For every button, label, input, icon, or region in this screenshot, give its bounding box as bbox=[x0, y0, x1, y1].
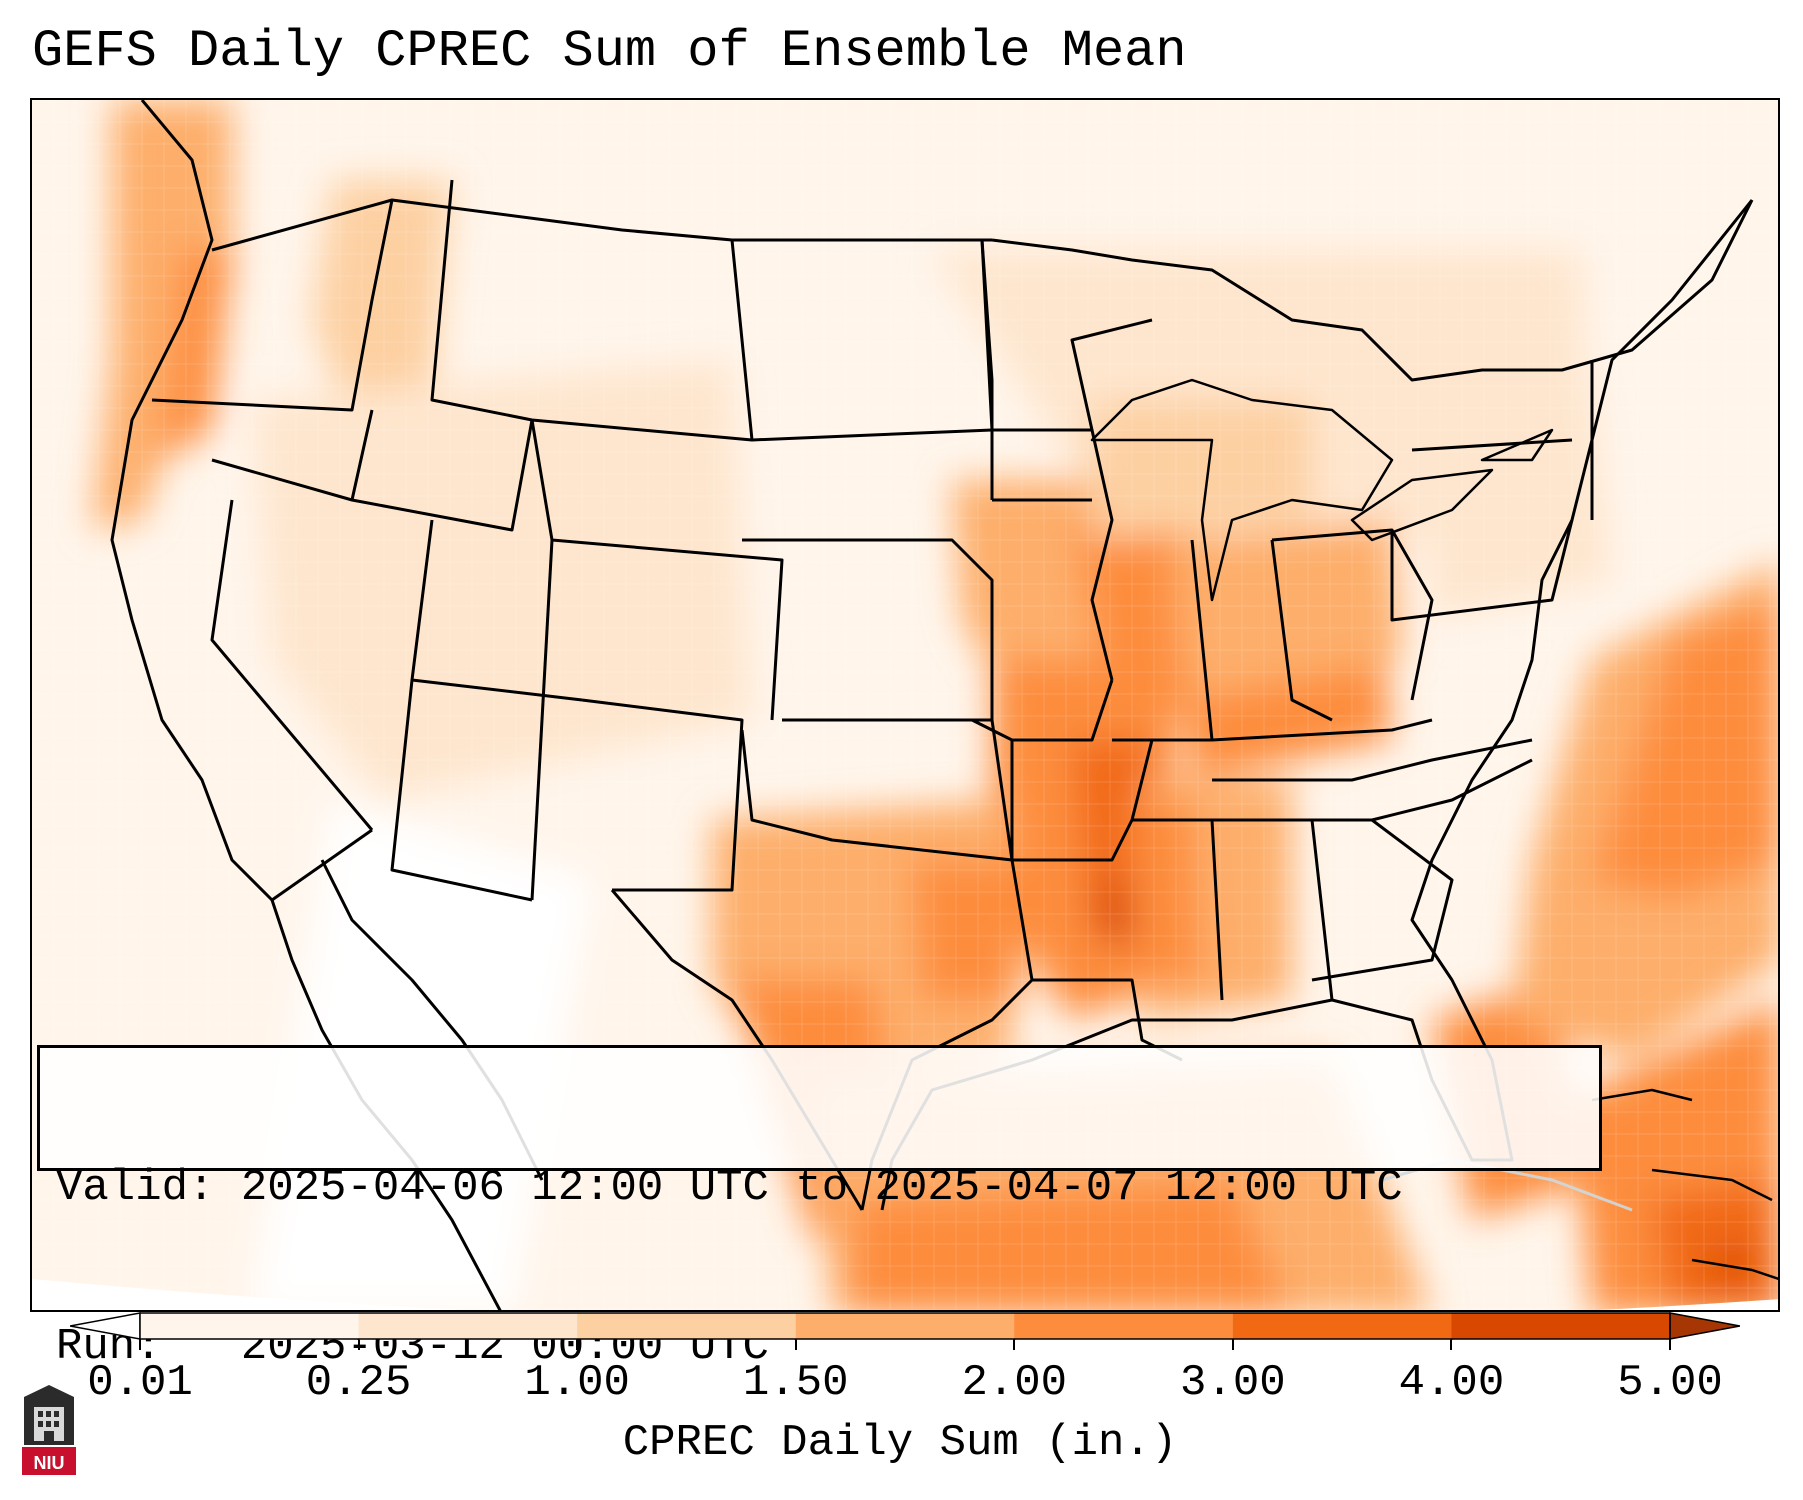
valid-run-info: Valid: 2025-04-06 12:00 UTC to 2025-04-0… bbox=[37, 1045, 1602, 1372]
colorbar-tick-mark bbox=[1013, 1340, 1016, 1350]
colorbar-segment bbox=[795, 1313, 1015, 1339]
colorbar-tick-mark bbox=[139, 1340, 141, 1350]
colorbar-tick-mark bbox=[1231, 1340, 1234, 1350]
colorbar-segment bbox=[1451, 1313, 1671, 1339]
colorbar-tick-label: 3.00 bbox=[1180, 1358, 1286, 1408]
colorbar-tick-mark bbox=[794, 1340, 797, 1350]
niu-logo: NIU bbox=[22, 1385, 76, 1475]
colorbar-segment bbox=[577, 1313, 797, 1339]
colorbar-tick-mark bbox=[357, 1340, 360, 1350]
colorbar-outline bbox=[139, 1312, 1671, 1340]
west-coastline bbox=[110, 100, 274, 902]
colorbar-segment bbox=[140, 1313, 360, 1339]
valid-label: Valid: bbox=[56, 1163, 215, 1213]
colorbar-extend-high bbox=[1669, 1312, 1740, 1340]
colorbar-segment bbox=[358, 1313, 578, 1339]
colorbar-tick-mark bbox=[576, 1340, 579, 1350]
colorbar-tick-label: 1.50 bbox=[742, 1358, 849, 1408]
logo-text: NIU bbox=[34, 1453, 65, 1473]
colorbar-tick-label: 0.25 bbox=[305, 1358, 412, 1408]
valid-line: Valid: 2025-04-06 12:00 UTC to 2025-04-0… bbox=[56, 1162, 1583, 1215]
colorbar bbox=[70, 1312, 1740, 1340]
colorbar-tick-label: 1.00 bbox=[524, 1358, 630, 1408]
colorbar-tick-label: 2.00 bbox=[961, 1358, 1068, 1408]
colorbar-extend-low bbox=[70, 1312, 141, 1340]
colorbar-tick-mark bbox=[1669, 1340, 1671, 1350]
colorbar-tick-label: 5.00 bbox=[1617, 1358, 1723, 1408]
valid-value: 2025-04-06 12:00 UTC to 2025-04-07 12:00… bbox=[240, 1163, 1403, 1213]
colorbar-tick-label: 0.01 bbox=[87, 1358, 193, 1408]
colorbar-segment bbox=[1014, 1313, 1234, 1339]
chart-title: GEFS Daily CPREC Sum of Ensemble Mean bbox=[32, 22, 1187, 81]
colorbar-tick-label: 4.00 bbox=[1398, 1358, 1505, 1408]
colorbar-tick-mark bbox=[1450, 1340, 1453, 1350]
colorbar-segment bbox=[1232, 1313, 1452, 1339]
boundaries bbox=[110, 100, 1778, 1310]
colorbar-label: CPREC Daily Sum (in.) bbox=[622, 1418, 1178, 1468]
